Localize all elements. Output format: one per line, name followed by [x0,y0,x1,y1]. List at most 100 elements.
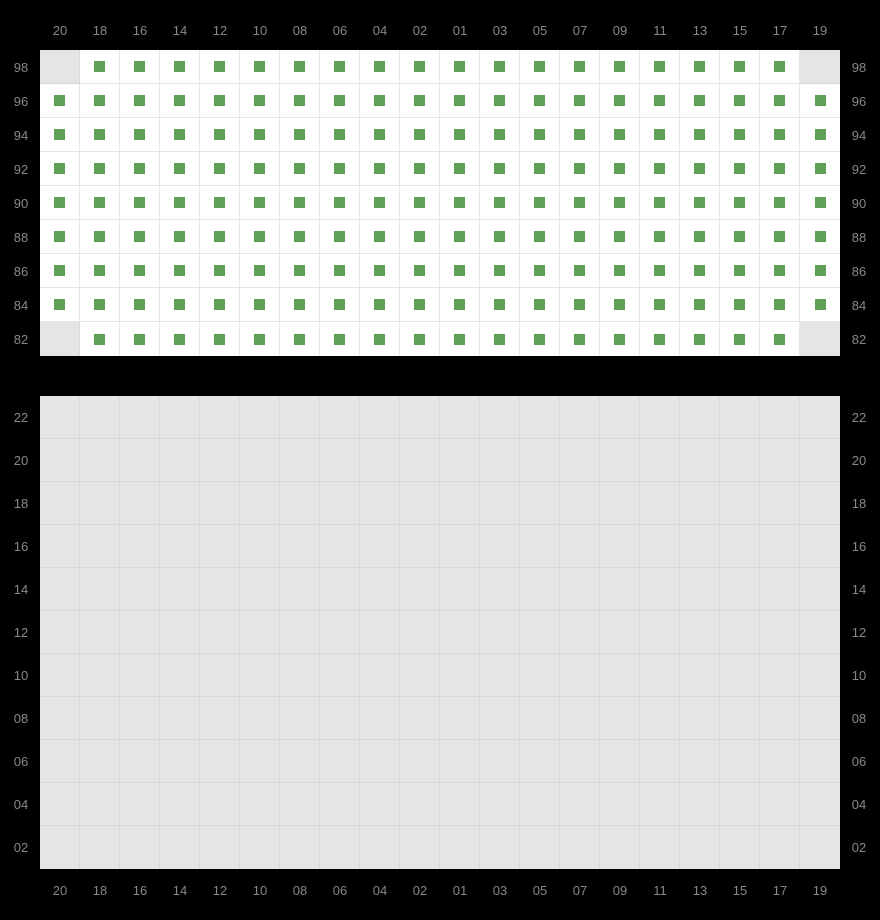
seat-available[interactable] [160,288,200,322]
seat-available[interactable] [760,84,800,118]
seat-available[interactable] [80,322,120,356]
seat-available[interactable] [360,118,400,152]
seat-available[interactable] [80,152,120,186]
seat-available[interactable] [440,322,480,356]
seat-available[interactable] [800,186,840,220]
seat-available[interactable] [280,288,320,322]
seat-available[interactable] [520,152,560,186]
seat-available[interactable] [640,118,680,152]
seat-available[interactable] [160,220,200,254]
seat-available[interactable] [360,220,400,254]
seat-available[interactable] [760,152,800,186]
seat-available[interactable] [200,254,240,288]
seat-available[interactable] [480,186,520,220]
seat-available[interactable] [600,220,640,254]
seat-available[interactable] [440,50,480,84]
seat-available[interactable] [400,152,440,186]
seat-available[interactable] [680,288,720,322]
seat-available[interactable] [640,50,680,84]
seat-available[interactable] [440,186,480,220]
seat-available[interactable] [560,50,600,84]
seat-available[interactable] [400,50,440,84]
seat-available[interactable] [280,152,320,186]
seat-available[interactable] [240,118,280,152]
seat-available[interactable] [640,288,680,322]
seat-available[interactable] [200,186,240,220]
seat-available[interactable] [560,220,600,254]
seat-available[interactable] [200,50,240,84]
seat-available[interactable] [200,220,240,254]
seat-available[interactable] [400,254,440,288]
seat-available[interactable] [40,118,80,152]
seat-available[interactable] [520,118,560,152]
seat-available[interactable] [520,84,560,118]
seat-available[interactable] [40,84,80,118]
seat-available[interactable] [40,186,80,220]
seat-available[interactable] [480,152,520,186]
seat-available[interactable] [760,322,800,356]
seat-available[interactable] [720,254,760,288]
seat-available[interactable] [120,288,160,322]
seat-available[interactable] [120,50,160,84]
seat-available[interactable] [640,152,680,186]
seat-available[interactable] [440,288,480,322]
seat-available[interactable] [280,84,320,118]
seat-available[interactable] [720,288,760,322]
seat-available[interactable] [800,254,840,288]
seat-available[interactable] [200,152,240,186]
seat-available[interactable] [400,84,440,118]
seat-available[interactable] [480,50,520,84]
seat-available[interactable] [320,50,360,84]
seat-available[interactable] [280,50,320,84]
seat-available[interactable] [360,152,400,186]
seat-available[interactable] [240,322,280,356]
seat-available[interactable] [600,322,640,356]
seat-available[interactable] [240,50,280,84]
seat-available[interactable] [320,220,360,254]
seat-available[interactable] [200,118,240,152]
seat-available[interactable] [320,84,360,118]
seat-available[interactable] [440,84,480,118]
seat-available[interactable] [240,152,280,186]
seat-available[interactable] [720,322,760,356]
seat-available[interactable] [360,254,400,288]
seat-available[interactable] [80,50,120,84]
seat-available[interactable] [680,50,720,84]
seat-available[interactable] [360,84,400,118]
seat-available[interactable] [120,186,160,220]
seat-available[interactable] [120,254,160,288]
seat-available[interactable] [160,152,200,186]
seat-available[interactable] [520,50,560,84]
seat-available[interactable] [480,118,520,152]
seat-available[interactable] [400,220,440,254]
seat-available[interactable] [360,50,400,84]
seat-available[interactable] [680,84,720,118]
seat-available[interactable] [40,288,80,322]
seat-available[interactable] [320,288,360,322]
seat-available[interactable] [120,118,160,152]
seat-available[interactable] [120,220,160,254]
seat-available[interactable] [40,254,80,288]
seat-available[interactable] [800,220,840,254]
seat-available[interactable] [440,118,480,152]
seat-available[interactable] [560,118,600,152]
seat-available[interactable] [720,186,760,220]
seat-available[interactable] [480,84,520,118]
seat-available[interactable] [680,152,720,186]
seat-available[interactable] [400,288,440,322]
seat-available[interactable] [600,84,640,118]
seat-available[interactable] [280,118,320,152]
seat-available[interactable] [760,288,800,322]
seat-available[interactable] [600,254,640,288]
seat-available[interactable] [360,322,400,356]
seat-available[interactable] [640,220,680,254]
seat-available[interactable] [760,186,800,220]
seat-available[interactable] [160,186,200,220]
seat-available[interactable] [240,186,280,220]
seat-available[interactable] [160,118,200,152]
seat-available[interactable] [400,118,440,152]
seat-available[interactable] [240,288,280,322]
seat-available[interactable] [280,322,320,356]
seat-available[interactable] [760,118,800,152]
seat-available[interactable] [520,288,560,322]
